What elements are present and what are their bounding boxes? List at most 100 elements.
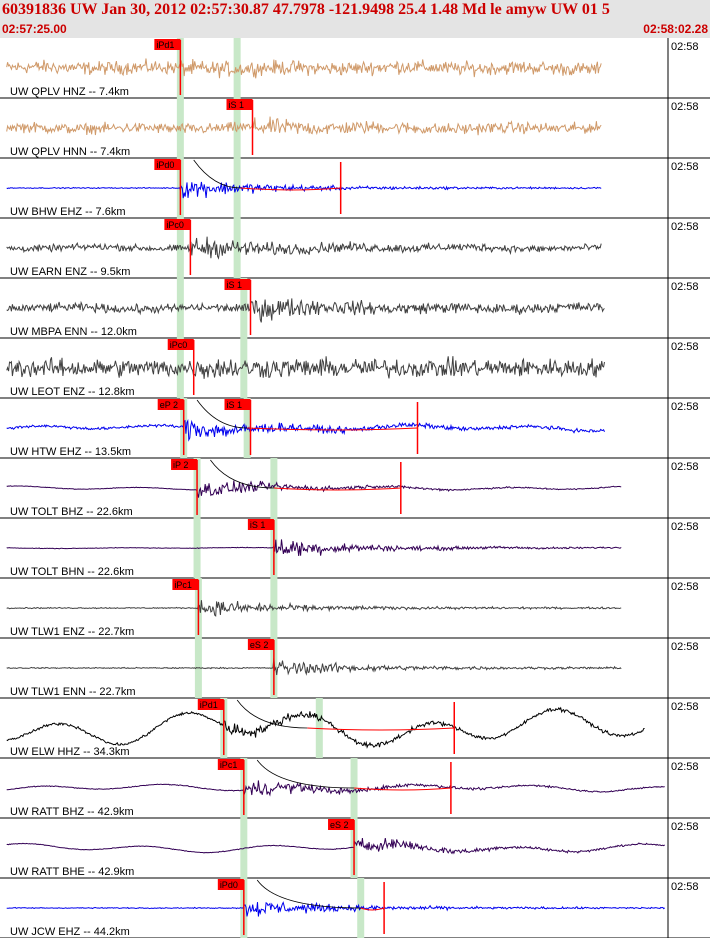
trace-label: UW RATT BHZ -- 42.9km xyxy=(10,806,134,818)
pick-label-box xyxy=(171,459,198,470)
trace-label: UW TOLT BHZ -- 22.6km xyxy=(10,506,133,518)
pick-label: iPd0 xyxy=(220,880,238,890)
theoretical-arrival-curve xyxy=(210,459,274,489)
waveform-trace xyxy=(6,837,666,855)
pick-label-box xyxy=(217,879,244,890)
window-start-time: 02:57:25.00 xyxy=(2,22,67,36)
coda-line xyxy=(240,187,341,191)
theoretical-arrival-curve xyxy=(193,159,241,189)
coda-line xyxy=(273,487,401,491)
trace-row[interactable]: iPd0 UW JCW EHZ -- 44.2km 02:58 xyxy=(0,878,710,938)
trace-time-label: 02:58 xyxy=(671,281,699,293)
pick-label-box xyxy=(217,759,244,770)
trace-time-label: 02:58 xyxy=(671,521,699,533)
pick-label: iP 2 xyxy=(173,460,188,470)
trace-row[interactable]: iS 1 UW QPLV HNN -- 7.4km 02:58 xyxy=(0,98,710,159)
trace-label: UW MBPA ENN -- 12.0km xyxy=(10,326,137,338)
waveform-trace xyxy=(6,116,602,136)
pick-label-box xyxy=(247,639,274,650)
trace-time-label: 02:58 xyxy=(671,341,699,353)
pick-label-box xyxy=(154,39,181,50)
pick-window-band xyxy=(233,218,241,278)
trace-row[interactable]: iPd0 UW BHW EHZ -- 7.6km 02:58 xyxy=(0,158,710,219)
waveform-trace xyxy=(6,901,666,917)
pick-label: eS 2 xyxy=(330,820,349,830)
pick-window-band xyxy=(176,98,184,158)
pick-window-band xyxy=(240,338,248,398)
trace-label: UW HTW EHZ -- 13.5km xyxy=(10,446,131,458)
trace-time-label: 02:58 xyxy=(671,701,699,713)
pick-label: iPc0 xyxy=(170,340,188,350)
pick-label-box xyxy=(197,699,224,710)
trace-label: UW ELW HHZ -- 34.3km xyxy=(10,746,130,758)
trace-label: UW BHW EHZ -- 7.6km xyxy=(10,206,126,218)
pick-label: eP 2 xyxy=(160,400,178,410)
waveform-trace xyxy=(6,780,665,797)
trace-time-label: 02:58 xyxy=(671,101,699,113)
pick-label: iPd0 xyxy=(156,160,174,170)
pick-label: iPc1 xyxy=(220,760,238,770)
coda-line xyxy=(247,427,418,431)
pick-label-box xyxy=(247,519,274,530)
trace-label: UW LEOT ENZ -- 12.8km xyxy=(10,386,134,398)
seismogram-plot[interactable]: iPd1 UW QPLV HNZ -- 7.4km 02:58 iS 1 UW QPLV… xyxy=(0,38,710,938)
trace-row[interactable]: iPd1 UW QPLV HNZ -- 7.4km 02:58 xyxy=(0,38,710,99)
trace-row[interactable]: eS 2 UW TLW1 ENN -- 22.7km 02:58 xyxy=(0,638,710,699)
pick-label-box xyxy=(157,399,184,410)
theoretical-arrival-curve xyxy=(196,399,248,429)
pick-label-box xyxy=(154,159,181,170)
trace-time-label: 02:58 xyxy=(671,641,699,653)
event-header: 60391836 UW Jan 30, 2012 02:57:30.87 47.… xyxy=(0,0,710,38)
trace-label: UW TLW1 ENN -- 22.7km xyxy=(10,686,136,698)
trace-time-label: 02:58 xyxy=(671,221,699,233)
trace-time-label: 02:58 xyxy=(671,761,699,773)
trace-row[interactable]: iPc1 UW TLW1 ENZ -- 22.7km 02:58 xyxy=(0,578,710,639)
pick-label-box xyxy=(328,819,355,830)
waveform-trace xyxy=(6,706,645,749)
coda-line xyxy=(307,727,455,731)
trace-row[interactable]: iP 2 UW TOLT BHZ -- 22.6km 02:58 xyxy=(0,458,710,519)
pick-label: iPd1 xyxy=(156,40,174,50)
trace-label: UW TLW1 ENZ -- 22.7km xyxy=(10,626,134,638)
pick-label: eS 2 xyxy=(250,640,269,650)
waveform-trace xyxy=(6,480,622,498)
trace-time-label: 02:58 xyxy=(671,821,699,833)
pick-label: iPc0 xyxy=(166,220,184,230)
theoretical-arrival-curve xyxy=(256,879,361,909)
pick-label-box xyxy=(167,339,194,350)
trace-row[interactable]: eP 2 iS 1 UW HTW EHZ -- 13.5km 02:58 xyxy=(0,398,710,459)
trace-row[interactable]: iPd1 UW ELW HHZ -- 34.3km 02:58 xyxy=(0,698,710,759)
waveform-trace xyxy=(6,658,622,676)
trace-row[interactable]: iPc0 UW EARN ENZ -- 9.5km 02:58 xyxy=(0,218,710,279)
trace-label: UW QPLV HNZ -- 7.4km xyxy=(10,86,129,98)
pick-label-box xyxy=(224,279,251,290)
pick-label: iS 1 xyxy=(250,520,266,530)
trace-row[interactable]: eS 2 UW RATT BHE -- 42.9km 02:58 xyxy=(0,818,710,879)
trace-time-label: 02:58 xyxy=(671,41,699,53)
trace-time-label: 02:58 xyxy=(671,401,699,413)
trace-row[interactable]: iPc0 UW LEOT ENZ -- 12.8km 02:58 xyxy=(0,338,710,399)
pick-label-box xyxy=(172,579,199,590)
pick-label-box xyxy=(224,399,251,410)
trace-label: UW TOLT BHN -- 22.6km xyxy=(10,566,134,578)
trace-time-label: 02:58 xyxy=(671,881,699,893)
trace-row[interactable]: iS 1 UW MBPA ENN -- 12.0km 02:58 xyxy=(0,278,710,339)
pick-label: iS 1 xyxy=(227,400,243,410)
pick-window-band xyxy=(176,278,184,338)
event-title: 60391836 UW Jan 30, 2012 02:57:30.87 47.… xyxy=(2,1,610,18)
trace-label: UW JCW EHZ -- 44.2km xyxy=(10,926,130,938)
waveform-trace xyxy=(6,418,605,442)
pick-label-box xyxy=(226,99,253,110)
trace-row[interactable]: iPc1 UW RATT BHZ -- 42.9km 02:58 xyxy=(0,758,710,819)
waveform-trace xyxy=(6,58,602,79)
trace-label: UW EARN ENZ -- 9.5km xyxy=(10,266,130,278)
coda-line xyxy=(360,907,385,911)
pick-window-band xyxy=(315,698,323,758)
trace-time-label: 02:58 xyxy=(671,581,699,593)
window-end-time: 02:58:02.28 xyxy=(643,22,708,36)
trace-label: UW RATT BHE -- 42.9km xyxy=(10,866,134,878)
waveform-trace xyxy=(6,298,605,323)
pick-label: iS 1 xyxy=(229,100,245,110)
trace-row[interactable]: iS 1 UW TOLT BHN -- 22.6km 02:58 xyxy=(0,518,710,579)
pick-label: iS 1 xyxy=(227,280,243,290)
